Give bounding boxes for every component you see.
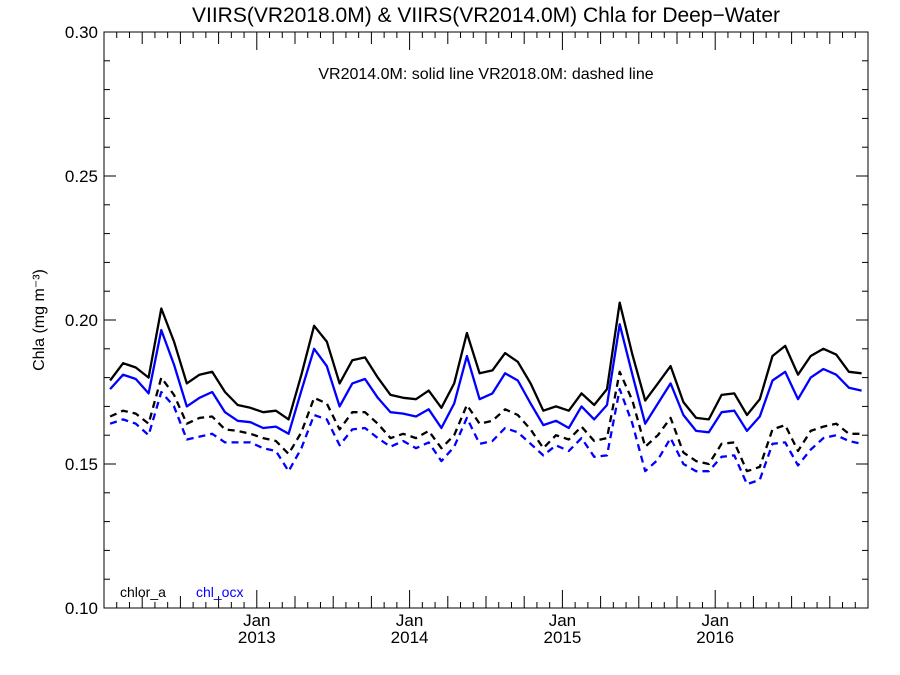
series-line-chlor_a_vr2018 [109, 370, 862, 473]
series-line-chl_ocx_vr2014 [109, 323, 862, 435]
series-line-chl_ocx_vr2018 [109, 387, 862, 486]
x-tick-year-label: 2014 [391, 628, 429, 647]
series-line-chlor_a_vr2014 [109, 301, 862, 421]
y-tick-label: 0.15 [65, 455, 98, 474]
plot-frame [103, 31, 869, 609]
y-tick-label: 0.10 [65, 599, 98, 618]
x-tick-year-label: 2015 [543, 628, 581, 647]
x-tick-month-label: Jan [243, 611, 270, 630]
x-tick-month-label: Jan [701, 611, 728, 630]
x-tick-month-label: Jan [396, 611, 423, 630]
series-layer [109, 301, 862, 486]
x-tick-year-label: 2016 [696, 628, 734, 647]
legend-item-chl-ocx: chl_ocx [196, 584, 243, 600]
y-tick-label: 0.20 [65, 311, 98, 330]
y-tick-label: 0.25 [65, 167, 98, 186]
axes-layer: 0.100.150.200.250.30Jan2013Jan2014Jan201… [65, 23, 869, 647]
y-tick-label: 0.30 [65, 23, 98, 42]
x-tick-month-label: Jan [549, 611, 576, 630]
chart-subtitle: VR2014.0M: solid line VR2018.0M: dashed … [318, 66, 653, 83]
legend-item-chlor-a: chlor_a [120, 584, 166, 600]
legend: chlor_a chl_ocx [120, 584, 243, 600]
x-tick-year-label: 2013 [238, 628, 276, 647]
chart-title: VIIRS(VR2018.0M) & VIIRS(VR2014.0M) Chla… [192, 4, 780, 27]
y-axis-label: Chla (mg m⁻³) [31, 269, 48, 371]
